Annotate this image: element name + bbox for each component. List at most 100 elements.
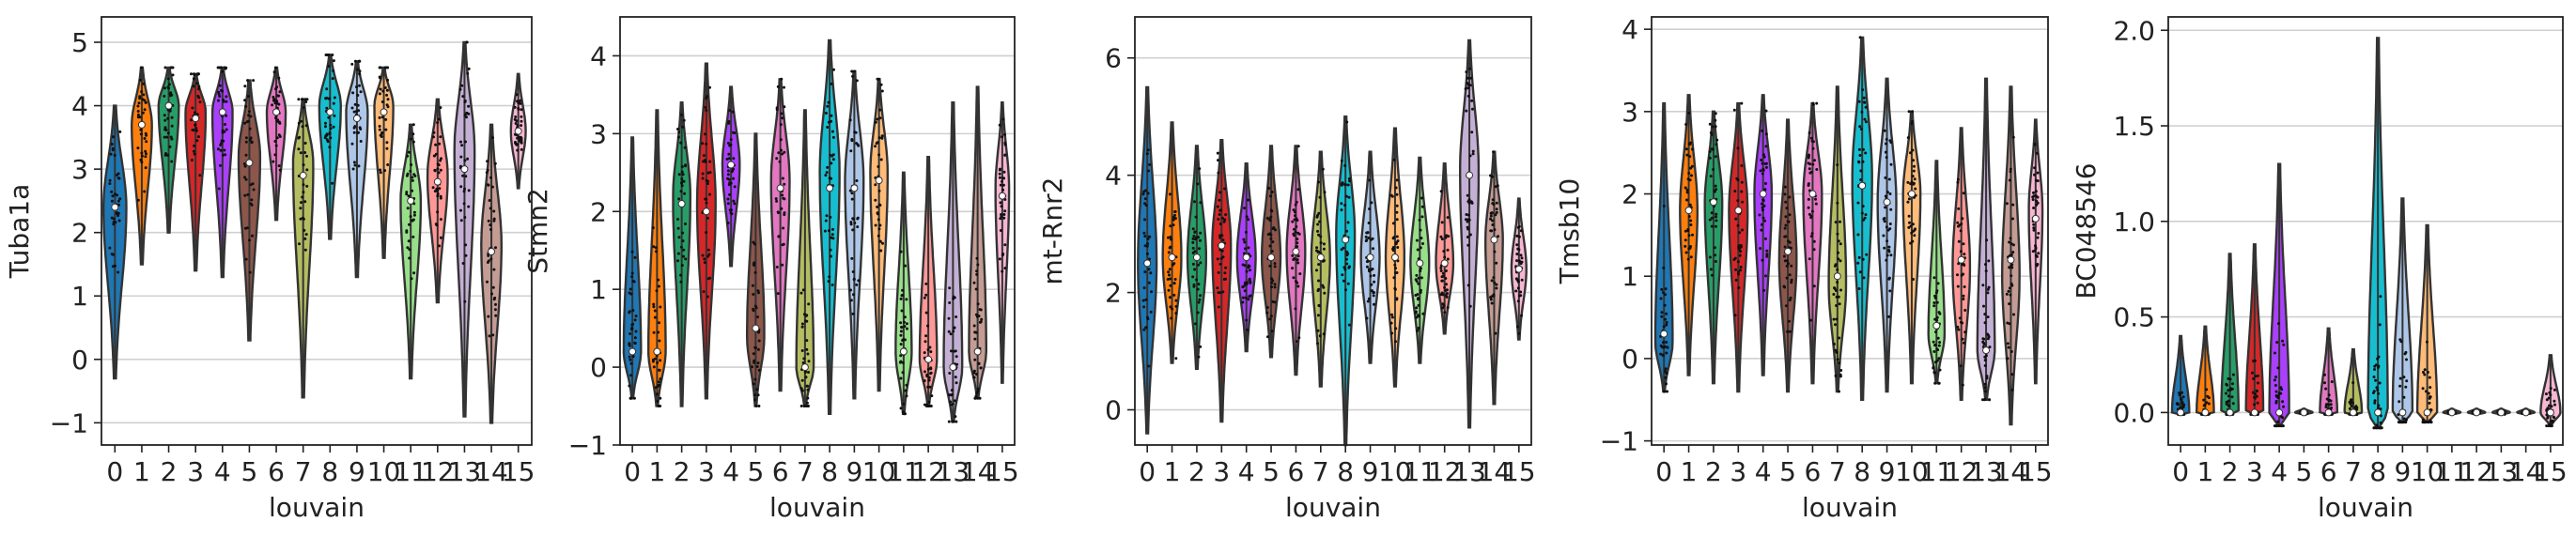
data-point — [2205, 401, 2209, 405]
data-point — [217, 92, 221, 96]
data-point — [1220, 234, 1224, 238]
data-point — [1217, 171, 1220, 175]
data-point — [2035, 203, 2039, 207]
data-point — [489, 228, 492, 231]
data-point — [2273, 351, 2276, 355]
data-point — [634, 315, 638, 318]
data-point — [325, 132, 329, 136]
data-point — [783, 105, 786, 109]
data-point — [459, 140, 462, 144]
data-point — [2250, 371, 2254, 375]
data-point — [433, 168, 437, 172]
data-point — [410, 137, 412, 141]
data-point — [1169, 224, 1172, 228]
data-point — [1244, 296, 1248, 299]
data-point — [1443, 285, 1447, 289]
data-point — [1414, 278, 1418, 282]
median-marker — [1709, 198, 1717, 207]
data-point — [1146, 242, 1150, 245]
data-point — [1887, 277, 1891, 281]
data-point — [1962, 341, 1965, 345]
data-point — [801, 288, 805, 292]
data-point — [435, 223, 439, 227]
data-point — [1270, 281, 1274, 284]
data-point — [1445, 288, 1449, 292]
data-point — [998, 123, 1001, 127]
data-point — [1172, 218, 1175, 222]
data-point — [433, 190, 437, 193]
data-point — [1441, 271, 1445, 275]
data-point — [1759, 169, 1762, 173]
data-point — [1169, 305, 1172, 309]
data-point — [1937, 344, 1941, 347]
data-point — [679, 280, 683, 284]
data-point — [385, 93, 389, 97]
data-point — [1295, 340, 1298, 344]
data-point — [166, 77, 170, 81]
data-point — [2274, 390, 2278, 393]
data-point — [1296, 188, 1300, 192]
data-point — [1811, 162, 1815, 166]
data-point — [1345, 229, 1349, 233]
x-tick-label: 6 — [2320, 456, 2337, 487]
data-point — [352, 110, 356, 114]
data-point — [1788, 330, 1792, 333]
data-point — [2325, 397, 2329, 401]
data-point — [2008, 178, 2011, 182]
data-point — [705, 201, 708, 205]
data-point — [1323, 191, 1327, 194]
data-point — [1442, 304, 1446, 308]
data-point — [2404, 385, 2408, 389]
data-point — [1981, 284, 1985, 287]
median-marker — [1390, 253, 1399, 262]
data-point — [1265, 311, 1269, 315]
data-point — [1415, 238, 1419, 242]
median-marker — [137, 120, 146, 129]
data-point — [225, 66, 228, 69]
data-point — [1962, 298, 1965, 300]
data-point — [1839, 369, 1843, 372]
data-point — [144, 131, 147, 135]
data-point — [1517, 235, 1521, 238]
data-point — [1907, 197, 1911, 201]
data-point — [1709, 175, 1713, 178]
data-point — [1684, 244, 1687, 248]
data-point — [386, 66, 390, 69]
data-point — [1372, 294, 1375, 298]
data-point — [248, 238, 251, 242]
data-point — [1317, 303, 1321, 307]
data-point — [1147, 268, 1151, 271]
data-point — [277, 94, 281, 98]
x-tick-label: 6 — [772, 456, 789, 487]
data-point — [1365, 265, 1369, 268]
data-point — [516, 143, 520, 146]
data-point — [432, 135, 435, 139]
data-point — [1715, 224, 1717, 228]
median-marker — [1168, 253, 1176, 262]
data-point — [1885, 142, 1887, 146]
data-point — [1884, 194, 1887, 198]
data-point — [903, 320, 906, 324]
data-point — [1809, 235, 1813, 238]
data-point — [300, 119, 303, 123]
data-point — [976, 396, 980, 400]
data-point — [514, 122, 518, 125]
data-point — [899, 321, 903, 325]
data-point — [378, 115, 381, 119]
data-point — [520, 108, 523, 112]
median-marker — [628, 347, 637, 356]
data-point — [850, 256, 854, 260]
data-point — [139, 132, 143, 136]
data-point — [324, 125, 327, 129]
data-point — [826, 126, 830, 129]
data-point — [1914, 227, 1916, 231]
x-axis-label: louvain — [1285, 492, 1381, 523]
data-point — [1907, 214, 1911, 218]
data-point — [628, 355, 631, 359]
data-point — [386, 98, 390, 101]
data-point — [1466, 213, 1470, 217]
data-point — [1318, 195, 1322, 199]
median-marker — [2423, 408, 2431, 417]
data-point — [631, 309, 635, 313]
